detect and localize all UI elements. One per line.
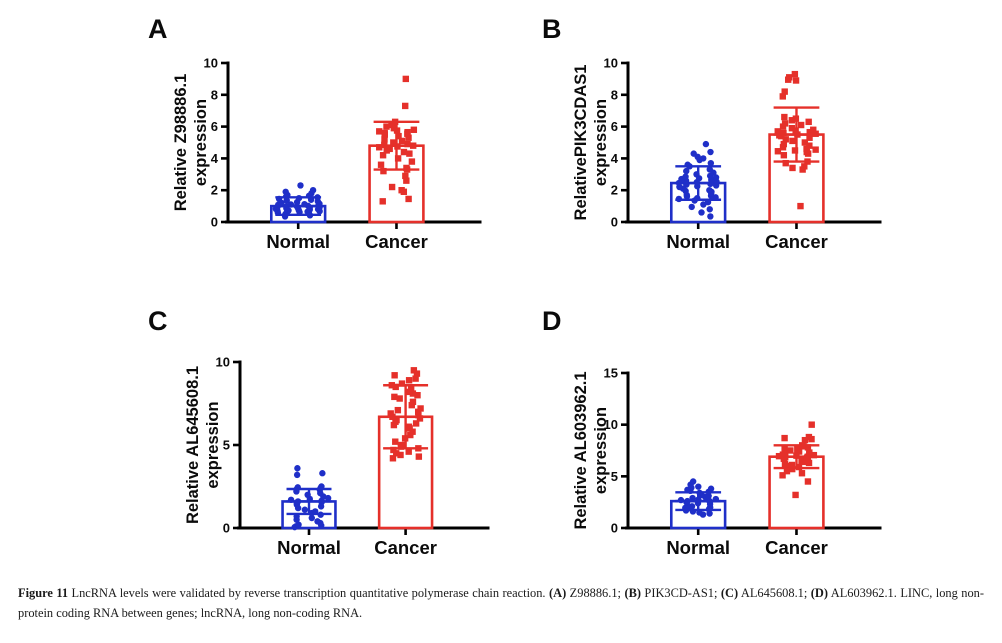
chart-panel-a: 0 2 4 6 8 10 Normal Cancer Relative Z98886.1 expr… (172, 56, 482, 252)
y-axis-title-line2: expression (204, 401, 222, 488)
caption-text-b: PIK3CD-AS1; (640, 586, 721, 600)
y-tick-label: 10 (204, 56, 218, 71)
panel-c: C 0 5 10 Normal Cancer Relative AL645608.1 exp… (0, 292, 500, 582)
x-category-label: Normal (666, 231, 730, 252)
scatter-points-normal (675, 140, 720, 220)
y-tick-label: 4 (611, 151, 619, 166)
scatter-points-normal (677, 478, 720, 518)
x-category-label: Cancer (765, 231, 828, 252)
caption-figure-number: Figure 11 (18, 586, 69, 600)
y-axis-title-line2: expression (592, 407, 610, 494)
caption-tag-d: (D) (810, 586, 828, 600)
y-tick-label: 2 (611, 183, 618, 198)
y-tick-label: 5 (223, 438, 230, 453)
y-axis-title-line2: expression (592, 99, 610, 186)
y-tick-label: 2 (211, 183, 218, 198)
panel-label-c: C (148, 306, 168, 336)
caption-text-a: Z98886.1; (566, 586, 625, 600)
panel-d: D 0 5 10 15 Normal Cancer Relative AL603962.1 e… (500, 292, 1002, 582)
panel-label-a: A (148, 14, 168, 44)
panel-a: A 0 2 4 6 8 10 Normal Cancer Relative Z98886.1 ex… (0, 0, 500, 290)
scatter-points-cancer (775, 421, 818, 499)
y-tick-label: 15 (604, 366, 618, 381)
x-category-label: Normal (666, 537, 730, 558)
y-tick-label: 0 (223, 521, 230, 536)
x-category-label: Cancer (374, 537, 437, 558)
caption-text-d: AL603962.1. LINC, long non-protein codin… (18, 586, 984, 621)
y-axis-title-line1: Relative AL645608.1 (184, 366, 202, 524)
scatter-points-normal (287, 465, 332, 531)
caption-tag-b: (B) (624, 586, 641, 600)
y-tick-label: 0 (611, 215, 618, 230)
y-tick-label: 6 (211, 119, 218, 134)
chart-panel-d: 0 5 10 15 Normal Cancer Relative AL603962.1 exp… (572, 366, 882, 558)
scatter-points-cancer (774, 70, 819, 210)
y-tick-label: 5 (611, 469, 618, 484)
panel-label-d: D (542, 306, 562, 336)
panel-label-b: B (542, 14, 562, 44)
scatter-points-normal (272, 182, 323, 220)
scatter-points-cancer (376, 75, 418, 205)
y-tick-label: 8 (211, 87, 218, 102)
caption-text-c: AL645608.1; (738, 586, 811, 600)
x-category-label: Normal (266, 231, 330, 252)
caption-tag-c: (C) (720, 586, 739, 600)
y-tick-label: 4 (211, 151, 219, 166)
scatter-points-cancer (387, 367, 424, 462)
x-category-label: Cancer (365, 231, 428, 252)
y-tick-label: 6 (611, 119, 618, 134)
figure-caption: Figure 11 LncRNA levels were validated b… (18, 583, 984, 623)
chart-panel-b: 0 2 4 6 8 10 Normal Cancer RelativePIK3CDAS1 expr… (572, 56, 882, 252)
x-category-label: Normal (277, 537, 341, 558)
y-axis-title-line1: Relative Z98886.1 (172, 74, 190, 212)
y-axis-title-line1: Relative AL603962.1 (572, 371, 590, 529)
y-axis-title-line2: expression (192, 99, 210, 186)
y-tick-label: 10 (604, 56, 618, 71)
y-tick-label: 8 (611, 87, 618, 102)
panel-b: B 0 2 4 6 8 10 Normal Cancer RelativePIK3CDAS1 ex… (500, 0, 1002, 290)
x-category-label: Cancer (765, 537, 828, 558)
y-axis-title-line1: RelativePIK3CDAS1 (572, 65, 590, 221)
y-tick-label: 10 (604, 417, 618, 432)
y-tick-label: 0 (611, 521, 618, 536)
y-tick-label: 0 (211, 215, 218, 230)
caption-tag-a: (A) (549, 586, 567, 600)
chart-panel-c: 0 5 10 Normal Cancer Relative AL645608.1 expre… (184, 355, 490, 558)
caption-body: LncRNA levels were validated by reverse … (68, 586, 550, 600)
y-tick-label: 10 (216, 355, 230, 370)
